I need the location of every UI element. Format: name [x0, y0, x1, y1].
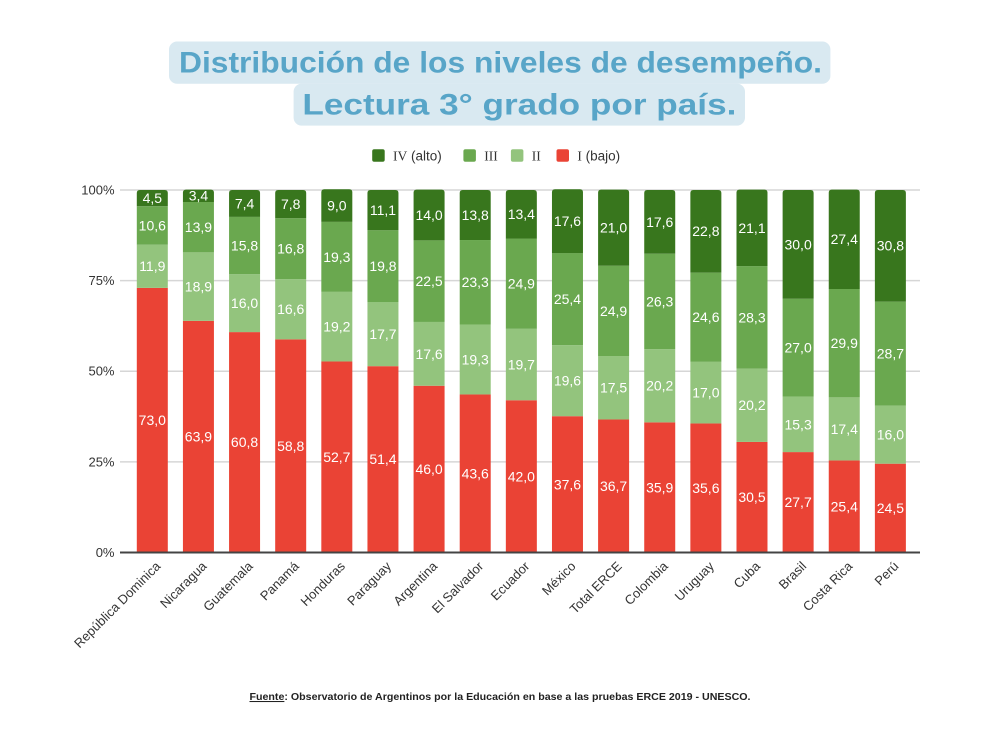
svg-text:37,6: 37,6	[554, 476, 581, 492]
svg-text:Distribución de los niveles de: Distribución de los niveles de desempeño…	[179, 47, 822, 80]
svg-text:28,3: 28,3	[738, 309, 765, 325]
svg-text:27,7: 27,7	[784, 494, 811, 510]
svg-text:México: México	[539, 559, 579, 599]
svg-text:Ecuador: Ecuador	[488, 558, 533, 603]
svg-text:Honduras: Honduras	[297, 558, 348, 609]
svg-text:58,8: 58,8	[277, 438, 304, 454]
svg-text:0%: 0%	[96, 545, 115, 560]
svg-text:Fuente: Observatorio de Argent: Fuente: Observatorio de Argentinos por l…	[250, 691, 751, 703]
svg-text:19,3: 19,3	[462, 351, 489, 367]
svg-text:16,8: 16,8	[277, 241, 304, 257]
svg-text:73,0: 73,0	[139, 412, 166, 428]
svg-text:26,3: 26,3	[646, 293, 673, 309]
svg-text:42,0: 42,0	[508, 468, 535, 484]
svg-text:27,0: 27,0	[784, 340, 811, 356]
svg-text:27,4: 27,4	[831, 231, 858, 247]
svg-text:36,7: 36,7	[600, 478, 627, 494]
svg-text:Lectura 3° grado por país.: Lectura 3° grado por país.	[302, 89, 736, 122]
svg-text:17,6: 17,6	[415, 346, 442, 362]
svg-text:18,9: 18,9	[185, 279, 212, 295]
svg-text:II: II	[532, 148, 541, 163]
svg-text:19,2: 19,2	[323, 319, 350, 335]
svg-text:Brasil: Brasil	[776, 558, 810, 592]
svg-text:19,8: 19,8	[369, 258, 396, 274]
svg-text:16,0: 16,0	[877, 427, 904, 443]
svg-text:60,8: 60,8	[231, 434, 258, 450]
svg-text:7,4: 7,4	[235, 195, 255, 211]
svg-text:Cuba: Cuba	[731, 558, 764, 591]
svg-text:52,7: 52,7	[323, 449, 350, 465]
svg-text:11,1: 11,1	[370, 202, 396, 218]
svg-text:13,8: 13,8	[462, 207, 489, 223]
svg-text:Paraguay: Paraguay	[344, 558, 394, 608]
svg-text:75%: 75%	[88, 273, 114, 288]
svg-text:51,4: 51,4	[369, 451, 396, 467]
svg-text:30,5: 30,5	[738, 489, 765, 505]
svg-text:100%: 100%	[81, 182, 115, 197]
svg-text:25%: 25%	[88, 454, 114, 469]
svg-text:15,3: 15,3	[784, 416, 811, 432]
svg-text:25,4: 25,4	[831, 498, 858, 514]
svg-text:24,9: 24,9	[600, 303, 627, 319]
svg-text:20,2: 20,2	[738, 397, 765, 413]
svg-text:17,7: 17,7	[369, 326, 396, 342]
svg-text:Costa Rica: Costa Rica	[800, 558, 856, 614]
svg-text:Panamá: Panamá	[257, 558, 302, 603]
svg-text:11,9: 11,9	[139, 258, 165, 274]
svg-text:III: III	[484, 148, 498, 163]
svg-text:17,6: 17,6	[646, 214, 673, 230]
svg-text:22,8: 22,8	[692, 223, 719, 239]
svg-text:46,0: 46,0	[415, 461, 442, 477]
svg-text:43,6: 43,6	[462, 465, 489, 481]
svg-text:19,7: 19,7	[508, 356, 535, 372]
svg-text:15,8: 15,8	[231, 237, 258, 253]
svg-text:7,8: 7,8	[281, 196, 301, 212]
svg-text:25,4: 25,4	[554, 291, 581, 307]
svg-text:17,5: 17,5	[600, 380, 627, 396]
svg-text:35,9: 35,9	[646, 479, 673, 495]
svg-text:28,7: 28,7	[877, 346, 904, 362]
svg-text:4,5: 4,5	[143, 190, 163, 206]
svg-text:Guatemala: Guatemala	[200, 558, 256, 614]
svg-text:16,0: 16,0	[231, 295, 258, 311]
svg-text:14,0: 14,0	[415, 207, 442, 223]
svg-text:19,6: 19,6	[554, 373, 581, 389]
svg-text:17,0: 17,0	[692, 385, 719, 401]
svg-text:Perú: Perú	[871, 559, 901, 589]
svg-text:Uruguay: Uruguay	[672, 558, 718, 604]
svg-text:17,6: 17,6	[554, 213, 581, 229]
svg-text:19,3: 19,3	[323, 249, 350, 265]
svg-text:Colombia: Colombia	[621, 558, 671, 608]
svg-text:16,6: 16,6	[277, 301, 304, 317]
svg-text:13,9: 13,9	[185, 219, 212, 235]
svg-text:30,0: 30,0	[784, 236, 811, 252]
svg-text:22,5: 22,5	[415, 273, 442, 289]
svg-text:21,0: 21,0	[600, 220, 627, 236]
svg-text:24,9: 24,9	[508, 276, 535, 292]
svg-text:29,9: 29,9	[831, 335, 858, 351]
svg-text:9,0: 9,0	[327, 197, 347, 213]
svg-text:República Dominica: República Dominica	[71, 558, 164, 651]
svg-text:17,4: 17,4	[831, 421, 858, 437]
svg-text:20,2: 20,2	[646, 378, 673, 394]
svg-text:50%: 50%	[88, 364, 114, 379]
svg-text:24,6: 24,6	[692, 309, 719, 325]
svg-text:63,9: 63,9	[185, 429, 212, 445]
svg-text:21,1: 21,1	[738, 220, 765, 236]
svg-text:13,4: 13,4	[508, 206, 535, 222]
svg-text:30,8: 30,8	[877, 238, 904, 254]
svg-text:24,5: 24,5	[877, 500, 904, 516]
svg-text:IV (alto): IV (alto)	[393, 148, 442, 163]
svg-text:35,6: 35,6	[692, 480, 719, 496]
svg-text:I (bajo): I (bajo)	[577, 148, 620, 163]
svg-text:23,3: 23,3	[462, 274, 489, 290]
svg-text:10,6: 10,6	[139, 217, 166, 233]
svg-text:3,4: 3,4	[189, 188, 209, 204]
